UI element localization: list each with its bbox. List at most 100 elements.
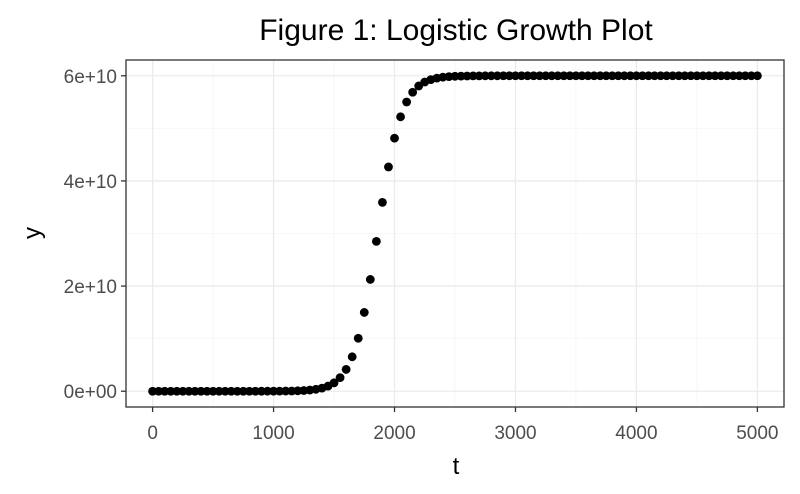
- data-point: [390, 133, 399, 143]
- data-point: [378, 197, 387, 207]
- data-point: [632, 71, 641, 81]
- data-point: [674, 71, 684, 81]
- x-axis-ticks: 0 1000 2000 3000 4000 5000: [147, 407, 779, 444]
- data-point: [577, 71, 587, 81]
- data-point: [619, 71, 629, 81]
- data-point: [716, 71, 726, 81]
- data-point: [638, 71, 647, 81]
- data-point: [263, 386, 272, 396]
- data-point: [353, 333, 363, 343]
- data-point: [468, 71, 478, 81]
- data-point: [656, 71, 666, 81]
- data-point: [474, 71, 484, 81]
- y-tick-label: 6e+10: [64, 67, 117, 88]
- data-point: [160, 386, 170, 396]
- data-point: [275, 386, 285, 396]
- data-point: [371, 236, 381, 246]
- data-point: [607, 71, 617, 81]
- data-point: [498, 71, 508, 81]
- data-point: [384, 162, 393, 172]
- data-point: [251, 386, 260, 396]
- data-point: [710, 71, 720, 81]
- data-point: [734, 71, 744, 81]
- data-point: [583, 71, 593, 81]
- x-tick-label: 2000: [373, 423, 415, 444]
- data-point: [154, 386, 164, 396]
- data-point: [547, 71, 557, 81]
- data-point: [523, 71, 532, 81]
- data-point: [746, 71, 756, 81]
- data-point: [486, 71, 496, 81]
- data-point: [492, 71, 502, 81]
- data-point: [359, 308, 369, 317]
- data-point: [184, 386, 194, 396]
- data-point: [202, 386, 212, 396]
- panel-border: [125, 59, 785, 408]
- data-point: [704, 71, 714, 81]
- data-point: [511, 71, 520, 81]
- data-point: [668, 71, 678, 81]
- data-point: [559, 71, 569, 81]
- y-axis-ticks: 0e+00 2e+10 4e+10 6e+10: [64, 67, 126, 403]
- data-point: [625, 71, 635, 81]
- data-point: [238, 386, 248, 396]
- y-axis-title: y: [19, 227, 46, 239]
- data-point: [335, 373, 345, 383]
- data-point: [341, 365, 351, 374]
- data-point: [480, 71, 490, 81]
- data-point: [196, 386, 206, 396]
- data-point: [535, 71, 545, 81]
- data-point: [365, 275, 375, 284]
- data-point: [166, 386, 176, 396]
- data-point: [214, 386, 224, 396]
- data-point: [752, 71, 762, 81]
- data-point: [680, 71, 690, 81]
- data-point: [613, 71, 623, 81]
- data-point: [565, 71, 575, 81]
- data-point: [505, 71, 514, 81]
- data-point: [408, 87, 418, 97]
- data-point: [722, 71, 732, 81]
- y-tick-label: 2e+10: [64, 277, 117, 298]
- data-point: [220, 386, 230, 396]
- x-axis-title: t: [453, 453, 460, 480]
- data-point: [178, 386, 188, 396]
- data-point: [571, 71, 581, 81]
- data-point: [728, 71, 738, 81]
- data-point: [650, 71, 659, 81]
- data-point: [329, 378, 339, 388]
- data-point: [541, 71, 551, 81]
- data-point: [257, 386, 266, 396]
- y-tick-label: 4e+10: [64, 172, 117, 193]
- data-point: [644, 71, 653, 81]
- data-point: [595, 71, 605, 81]
- x-tick-label: 4000: [615, 423, 657, 444]
- data-point: [553, 71, 563, 81]
- data-point: [269, 386, 278, 396]
- data-point: [686, 71, 696, 81]
- y-tick-label: 0e+00: [64, 382, 117, 403]
- x-tick-label: 5000: [736, 423, 778, 444]
- chart-title: Figure 1: Logistic Growth Plot: [259, 14, 653, 47]
- data-point: [589, 71, 599, 81]
- x-tick-label: 1000: [252, 423, 294, 444]
- data-point: [529, 71, 539, 81]
- minor-gridlines: [126, 60, 784, 407]
- data-point: [396, 112, 405, 122]
- data-points: [148, 71, 762, 396]
- data-point: [347, 352, 357, 362]
- data-point: [601, 71, 611, 81]
- data-point: [244, 386, 254, 396]
- data-point: [148, 386, 158, 396]
- data-point: [190, 386, 200, 396]
- data-point: [172, 386, 182, 396]
- data-point: [662, 71, 672, 81]
- data-point: [232, 386, 242, 396]
- data-point: [517, 71, 526, 81]
- data-point: [226, 386, 236, 396]
- data-point: [740, 71, 750, 81]
- x-tick-label: 3000: [494, 423, 536, 444]
- data-point: [692, 71, 702, 81]
- data-point: [698, 71, 708, 81]
